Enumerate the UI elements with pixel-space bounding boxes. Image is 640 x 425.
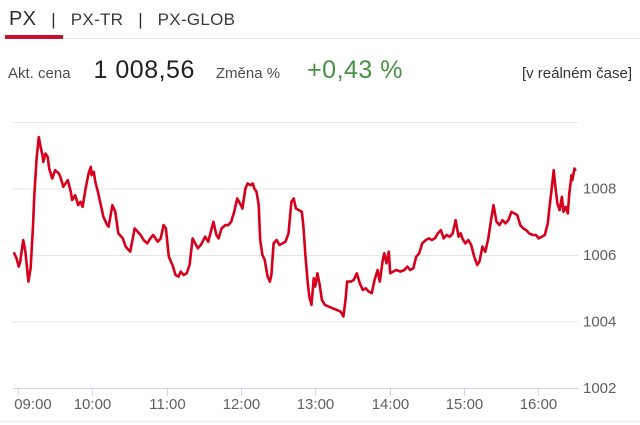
x-axis-label: 15:00 — [446, 396, 484, 413]
realtime-note: [v reálném čase] — [521, 65, 632, 82]
quote-bar: Akt. cena 1 008,56 Změna % +0,43 % [v re… — [0, 56, 640, 85]
y-axis-label: 1004 — [583, 314, 616, 331]
active-tab-underline — [5, 35, 63, 39]
price-line-series[interactable] — [13, 135, 577, 318]
y-axis-label: 1008 — [583, 181, 616, 198]
x-axis-label: 11:00 — [149, 396, 185, 413]
y-axis-label: 1002 — [583, 380, 616, 397]
change-percent-label: Změna % — [215, 65, 281, 82]
bottom-divider — [0, 421, 640, 422]
tab-px[interactable]: PX — [9, 8, 37, 30]
change-percent-value: +0,43 % — [307, 56, 404, 84]
x-axis-label: 09:00 — [14, 396, 52, 413]
x-axis-label: 12:00 — [223, 396, 261, 413]
current-price-label: Akt. cena — [8, 65, 71, 82]
tab-px-glob[interactable]: PX-GLOB — [157, 10, 236, 29]
tab-bar: PX | PX-TR | PX-GLOB — [0, 0, 640, 42]
tab-separator: | — [138, 10, 143, 29]
x-axis-label: 14:00 — [372, 396, 410, 413]
current-price-value: 1 008,56 — [93, 56, 195, 84]
x-axis-label: 16:00 — [520, 396, 558, 413]
x-axis-label: 13:00 — [297, 396, 335, 413]
y-axis-label: 1006 — [583, 247, 616, 264]
tab-separator: | — [51, 10, 56, 29]
tab-bar-rule — [0, 38, 640, 39]
tab-list: PX | PX-TR | PX-GLOB — [0, 0, 640, 31]
tab-px-tr[interactable]: PX-TR — [70, 10, 124, 29]
price-chart[interactable]: 09:00 10:00 11:00 12:00 13:00 14:00 15:00 16:00… — [0, 105, 640, 425]
x-axis-label: 10:00 — [74, 396, 112, 413]
